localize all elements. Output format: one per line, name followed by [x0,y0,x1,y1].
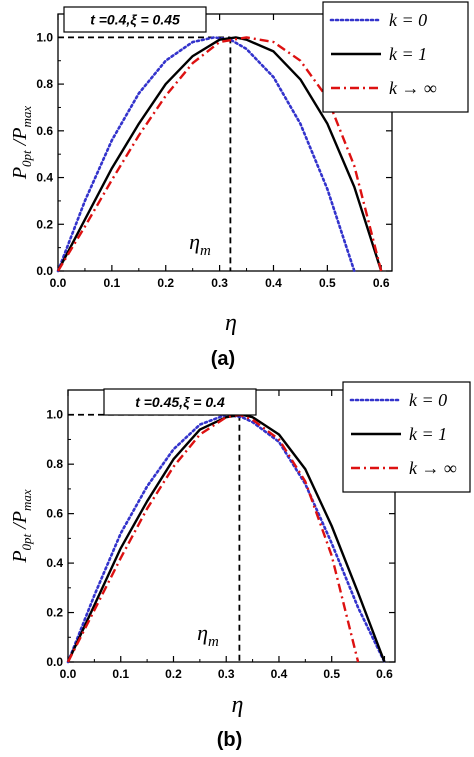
y-axis-label: P0pt /Pmax [9,106,34,181]
y-label-main: P [9,550,31,563]
y-tick-label: 1.0 [36,30,53,44]
y-tick-label: 0.6 [36,124,53,138]
y-tick-label: 0.2 [36,217,53,231]
x-tick-label: 0.5 [319,276,336,290]
x-tick-label: 0.4 [265,276,282,290]
x-tick-label: 0.3 [211,276,228,290]
x-tick-label: 0.6 [373,276,390,290]
y-tick-label: 0.2 [46,606,63,620]
x-tick-label: 0.1 [112,667,129,681]
legend-label: k = 1 [389,44,427,64]
panel-caption: (b) [217,729,243,751]
x-tick-label: 0.3 [218,667,235,681]
y-label-sep: /P [9,128,31,151]
x-tick-label: 0.2 [157,276,174,290]
y-label-sub2: max [19,489,34,511]
y-label-sub1: 0pt [19,150,34,167]
eta-m-subscript: m [200,243,211,259]
panel-a: 0.0 0.1 0.2 0.3 0.4 0.5 0.6 0.0 0.2 0.4 0.6 0.8 1.0 η… [9,1,469,370]
legend-label: k → ∞ [389,78,437,98]
eta-m-label: ηm [197,620,219,650]
series-line-kinf [66,413,360,663]
y-tick-label: 0.0 [46,655,63,669]
x-tick-label: 0.4 [271,667,288,681]
eta-m-subscript: m [208,634,219,650]
y-tick-label: 0.0 [36,264,53,278]
y-axis-label: P0pt /Pmax [9,489,34,564]
legend-label: k → ∞ [409,458,457,478]
panel-caption: (a) [211,348,235,370]
y-tick-label: 0.6 [46,507,63,521]
x-tick-label: 0.0 [60,667,77,681]
x-axis-label: η [232,692,244,718]
legend-label: k = 1 [409,424,447,444]
series-line-k1 [66,413,386,663]
y-tick-label: 0.4 [36,171,53,185]
param-text: t =0.4,ξ = 0.45 [90,12,180,28]
x-tick-label: 0.6 [376,667,393,681]
y-label-sep: /P [9,511,31,534]
param-box [63,6,207,33]
x-tick-label: 0.5 [323,667,340,681]
panel-b: 0.0 0.1 0.2 0.3 0.4 0.5 0.6 0.0 0.2 0.4 0.6 0.8 1.0 η… [9,381,471,751]
y-tick-label: 0.8 [36,77,53,91]
eta-m-label: ηm [189,229,211,259]
legend-label: k = 0 [389,10,427,30]
plot-frame [57,13,393,272]
y-tick-label: 0.4 [46,556,63,570]
param-text: t =0.45,ξ = 0.4 [135,394,225,410]
legend-label: k = 0 [409,390,447,410]
y-tick-label: 0.8 [46,457,63,471]
series-line-k1 [56,36,383,272]
y-tick-label: 1.0 [46,408,63,422]
x-tick-label: 0.2 [165,667,182,681]
x-tick-label: 0.0 [50,276,67,290]
y-label-sub2: max [19,106,34,128]
x-tick-label: 0.1 [104,276,121,290]
param-box [103,388,257,416]
y-label-main: P [9,167,31,180]
y-label-sub1: 0pt [19,533,34,550]
series-line-k0 [56,36,356,273]
x-axis-label: η [225,310,237,336]
